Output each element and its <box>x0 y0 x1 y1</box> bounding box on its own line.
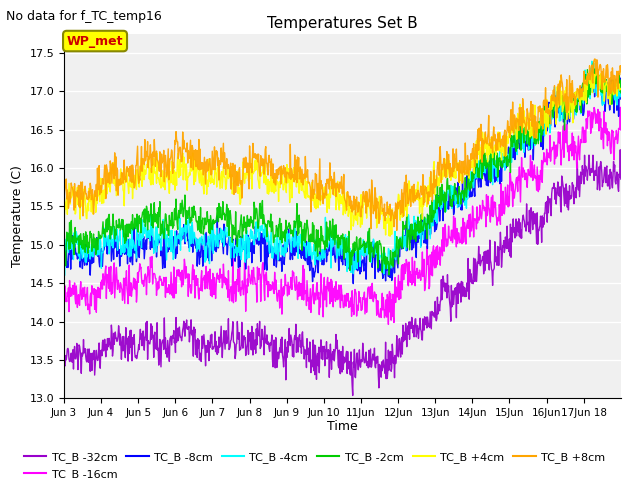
Y-axis label: Temperature (C): Temperature (C) <box>11 165 24 267</box>
Title: Temperatures Set B: Temperatures Set B <box>267 16 418 31</box>
Legend: TC_B -32cm, TC_B -16cm, TC_B -8cm, TC_B -4cm, TC_B -2cm, TC_B +4cm, TC_B +8cm: TC_B -32cm, TC_B -16cm, TC_B -8cm, TC_B … <box>19 448 610 480</box>
Text: No data for f_TC_temp16: No data for f_TC_temp16 <box>6 10 162 23</box>
Text: WP_met: WP_met <box>67 35 124 48</box>
X-axis label: Time: Time <box>327 420 358 432</box>
